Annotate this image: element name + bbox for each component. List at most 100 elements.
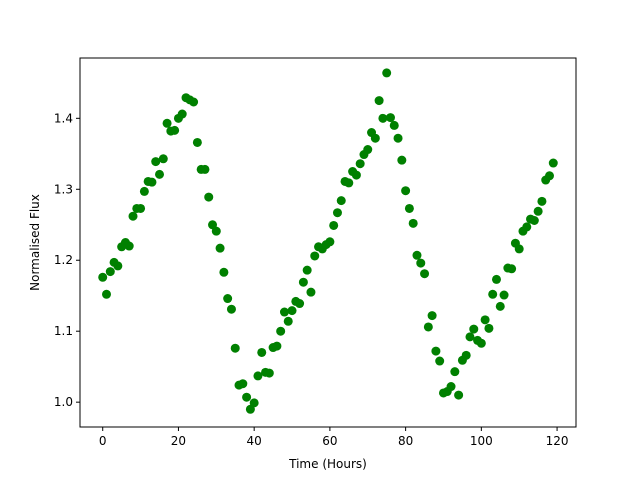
data-point (200, 164, 210, 174)
data-point (351, 170, 361, 180)
y-axis-ticks: 1.0 1.1 1.2 1.3 1.4 (54, 111, 80, 409)
data-point (446, 382, 456, 392)
data-point (113, 261, 123, 271)
data-point (465, 332, 475, 342)
data-point (397, 155, 407, 165)
data-point (484, 323, 494, 333)
data-point (155, 169, 165, 179)
data-point (420, 269, 430, 279)
y-tick-label: 1.1 (54, 324, 73, 338)
x-tick-label: 40 (247, 434, 262, 448)
data-point (272, 341, 282, 351)
data-point (491, 274, 501, 284)
data-point (211, 226, 221, 236)
data-point (401, 186, 411, 196)
x-axis-ticks: 0 20 40 60 80 100 120 (99, 427, 569, 448)
x-tick-label: 100 (470, 434, 493, 448)
data-point (336, 196, 346, 206)
data-point (461, 350, 471, 360)
data-point (344, 178, 354, 188)
data-point (102, 289, 111, 299)
data-point (469, 324, 479, 334)
data-point (431, 346, 441, 356)
x-axis-label: Time (Hours) (288, 457, 367, 471)
y-tick-label: 1.2 (54, 253, 73, 267)
data-point (416, 258, 426, 268)
x-tick-label: 20 (171, 434, 186, 448)
data-point (495, 301, 505, 311)
data-point (298, 277, 308, 287)
data-point (279, 307, 289, 317)
data-point (450, 367, 460, 377)
data-point (533, 206, 543, 216)
data-point (105, 267, 115, 277)
data-point (242, 392, 252, 402)
data-point (507, 264, 517, 274)
data-point (332, 208, 342, 218)
data-point (223, 294, 233, 304)
data-point (404, 203, 414, 213)
data-point (264, 368, 274, 378)
data-point (219, 267, 229, 277)
data-point (177, 109, 187, 119)
data-point (370, 133, 380, 143)
y-axis-label: Normalised Flux (28, 194, 42, 291)
data-point (295, 299, 305, 309)
data-point (136, 203, 146, 213)
data-point (378, 113, 388, 123)
data-point (276, 326, 286, 336)
data-point (363, 145, 373, 155)
data-point (302, 265, 312, 275)
data-point (230, 343, 240, 353)
data-point (476, 338, 486, 348)
data-point (283, 316, 293, 326)
data-point (514, 244, 524, 254)
data-point (215, 243, 225, 253)
data-point (253, 371, 263, 381)
data-point (128, 211, 138, 221)
data-point (139, 186, 149, 196)
data-point (325, 237, 335, 247)
y-tick-label: 1.0 (54, 395, 73, 409)
data-point (226, 304, 236, 314)
data-point (548, 158, 558, 168)
data-point (488, 289, 498, 299)
data-point (257, 347, 267, 357)
data-point (249, 398, 259, 408)
data-point (192, 137, 202, 147)
data-point (389, 120, 399, 130)
data-point (374, 96, 384, 106)
data-point (423, 322, 433, 332)
data-point (537, 196, 547, 206)
x-tick-label: 120 (546, 434, 569, 448)
data-point (310, 251, 320, 261)
y-tick-label: 1.3 (54, 182, 73, 196)
data-point (435, 356, 445, 366)
data-point (98, 272, 108, 282)
data-point (151, 157, 161, 167)
data-point (499, 290, 509, 300)
x-tick-label: 80 (398, 434, 413, 448)
data-point (427, 311, 437, 321)
data-point (329, 220, 339, 230)
data-point (382, 68, 392, 78)
data-point (355, 159, 365, 169)
data-point (158, 154, 168, 164)
plot-frame (79, 57, 577, 428)
data-point (204, 192, 214, 202)
x-tick-label: 0 (99, 434, 107, 448)
data-point (480, 315, 490, 325)
data-point (529, 216, 539, 225)
data-point (147, 177, 157, 187)
data-point (385, 113, 395, 123)
data-point (306, 287, 316, 297)
data-point (238, 379, 248, 389)
data-points (98, 68, 558, 414)
data-point (287, 306, 297, 316)
data-point (189, 97, 199, 107)
data-point (124, 241, 134, 251)
data-point (408, 218, 418, 228)
y-tick-label: 1.4 (54, 111, 73, 125)
